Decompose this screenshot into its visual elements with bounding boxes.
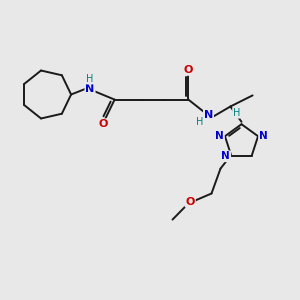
Text: H: H (86, 74, 94, 84)
Text: O: O (98, 119, 108, 129)
Text: H: H (233, 108, 240, 118)
Text: N: N (85, 83, 94, 94)
Text: N: N (221, 151, 230, 161)
Text: H: H (196, 117, 204, 127)
Text: N: N (215, 130, 224, 141)
Text: N: N (259, 130, 268, 141)
Text: O: O (185, 196, 195, 207)
Text: O: O (184, 65, 193, 75)
Text: N: N (204, 110, 213, 121)
